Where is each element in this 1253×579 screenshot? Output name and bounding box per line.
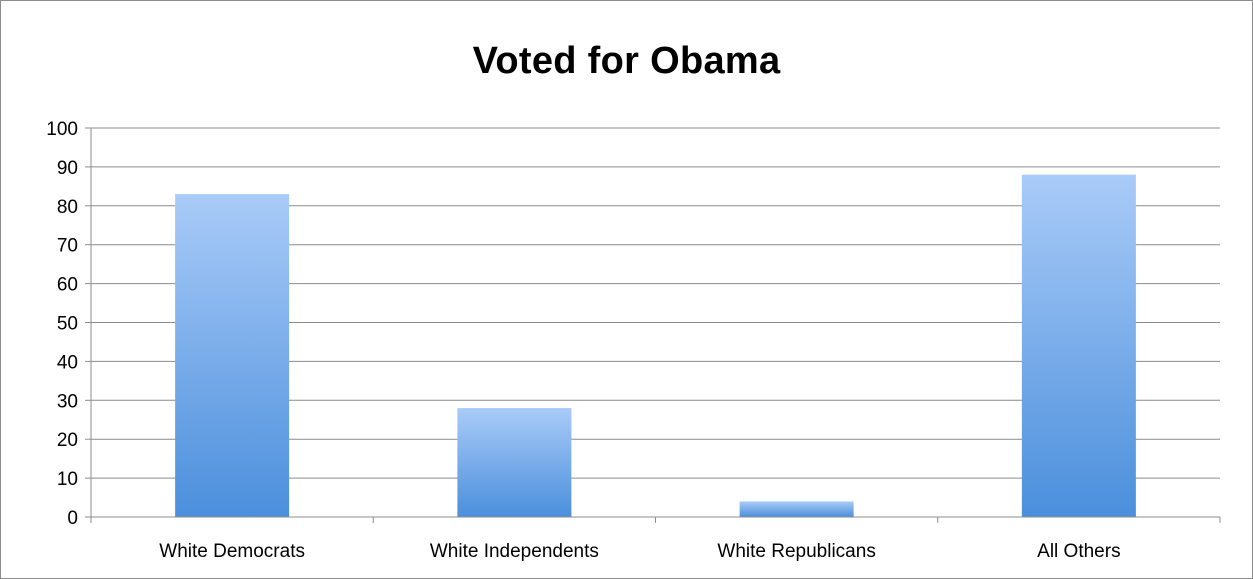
bars	[175, 174, 1136, 517]
y-tick-label: 40	[57, 352, 78, 373]
x-tick-label: White Republicans	[717, 541, 875, 562]
x-tick-label: White Democrats	[159, 541, 305, 562]
bar-white-democrats	[175, 194, 290, 517]
bar-white-republicans	[739, 501, 854, 517]
y-tick-label: 50	[57, 314, 78, 335]
y-tick-label: 90	[57, 158, 78, 179]
y-tick-label: 30	[57, 391, 78, 412]
y-tick-label: 100	[46, 119, 78, 140]
chart-title: Voted for Obama	[472, 40, 781, 82]
y-tick-label: 70	[57, 236, 78, 257]
bar-all-others	[1021, 174, 1136, 517]
axes	[85, 127, 1221, 523]
x-tick-label: All Others	[1037, 541, 1120, 562]
y-tick-label: 20	[57, 430, 78, 451]
y-tick-label: 80	[57, 197, 78, 218]
tick-labels: 0 10 20 30 40 50 60 70 80 90 100 White Democrats Whi…	[46, 119, 1120, 562]
y-tick-label: 10	[57, 469, 78, 490]
bar-white-independents	[457, 408, 572, 517]
y-tick-label: 0	[67, 508, 78, 529]
y-tick-label: 60	[57, 275, 78, 296]
x-tick-label: White Independents	[430, 541, 599, 562]
